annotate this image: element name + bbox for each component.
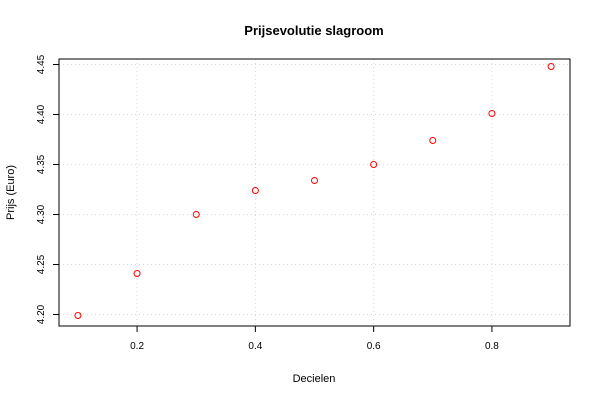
y-tick-label: 4.40 xyxy=(36,104,47,124)
data-point xyxy=(547,63,555,70)
y-tick-label: 4.30 xyxy=(36,204,47,224)
y-tick-label: 4.25 xyxy=(36,254,47,274)
x-tick-label: 0.2 xyxy=(130,341,144,352)
grid xyxy=(59,59,570,326)
data-point xyxy=(74,312,82,319)
x-axis: 0.2 0.4 0.6 0.8 xyxy=(130,325,499,352)
data-point xyxy=(370,161,378,168)
y-axis: 4.20 4.25 4.30 4.35 4.40 4.45 xyxy=(36,54,60,324)
chart-title: Prijsevolutie slagroom xyxy=(244,23,383,38)
x-tick-label: 0.8 xyxy=(485,341,499,352)
data-point xyxy=(429,137,437,144)
data-points xyxy=(74,63,555,319)
data-point xyxy=(488,110,496,117)
plot-area xyxy=(58,58,571,327)
data-point xyxy=(251,187,259,194)
y-tick-label: 4.20 xyxy=(36,304,47,324)
x-tick-label: 0.4 xyxy=(248,341,262,352)
x-axis-label: Decielen xyxy=(293,373,336,385)
y-tick-label: 4.35 xyxy=(36,154,47,174)
data-point xyxy=(192,211,200,218)
data-point xyxy=(311,177,318,184)
y-tick-label: 4.45 xyxy=(36,54,47,74)
y-axis-label: Prijs (Euro) xyxy=(5,165,17,220)
data-point xyxy=(133,270,141,277)
x-tick-label: 0.6 xyxy=(367,341,381,352)
